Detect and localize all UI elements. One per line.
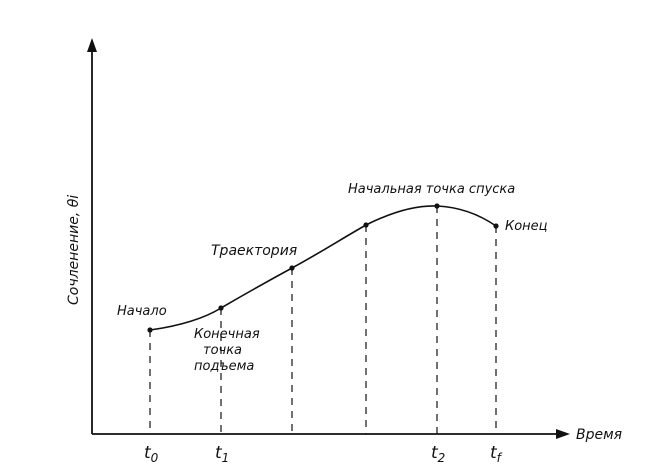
label-liftoff: Конечная точка подъема	[194, 327, 260, 374]
y-axis-label: Сочленение, θi	[66, 195, 82, 305]
point-via-2	[363, 222, 369, 228]
point-via-1	[289, 265, 295, 271]
tick-label-subscript: f	[497, 451, 503, 465]
label-end: Конец	[505, 219, 548, 234]
tick-label-subscript: 0	[151, 451, 159, 465]
tick-label-t0: t0	[144, 443, 159, 465]
label-trajectory: Траектория	[211, 243, 297, 259]
drop-lines	[149, 206, 497, 434]
y-axis-arrow	[87, 38, 97, 52]
point-end	[493, 223, 499, 229]
point-start	[147, 327, 153, 333]
tick-labels: t0 t1 t2 tf	[144, 443, 503, 465]
tick-label-base: t	[490, 443, 498, 463]
tick-label-tf: tf	[490, 443, 503, 465]
x-axis-arrow	[556, 429, 570, 439]
label-setdown: Начальная точка спуска	[348, 182, 515, 197]
tick-label-subscript: 2	[438, 451, 446, 465]
label-liftoff-line1: Конечная	[194, 327, 260, 342]
label-liftoff-line3: подъема	[194, 359, 254, 374]
trajectory-curve	[149, 205, 497, 331]
label-start: Начало	[117, 304, 167, 319]
via-points	[147, 203, 499, 333]
tick-label-subscript: 1	[222, 451, 230, 465]
x-axis-label: Время	[576, 427, 622, 443]
label-liftoff-line2: точка	[203, 343, 242, 358]
point-liftoff	[218, 305, 224, 311]
axes	[87, 38, 570, 439]
tick-label-base: t	[215, 443, 223, 463]
tick-label-base: t	[431, 443, 439, 463]
tick-label-t1: t1	[215, 443, 229, 465]
tick-label-t2: t2	[431, 443, 445, 465]
point-setdown	[434, 203, 440, 209]
tick-label-base: t	[144, 443, 152, 463]
